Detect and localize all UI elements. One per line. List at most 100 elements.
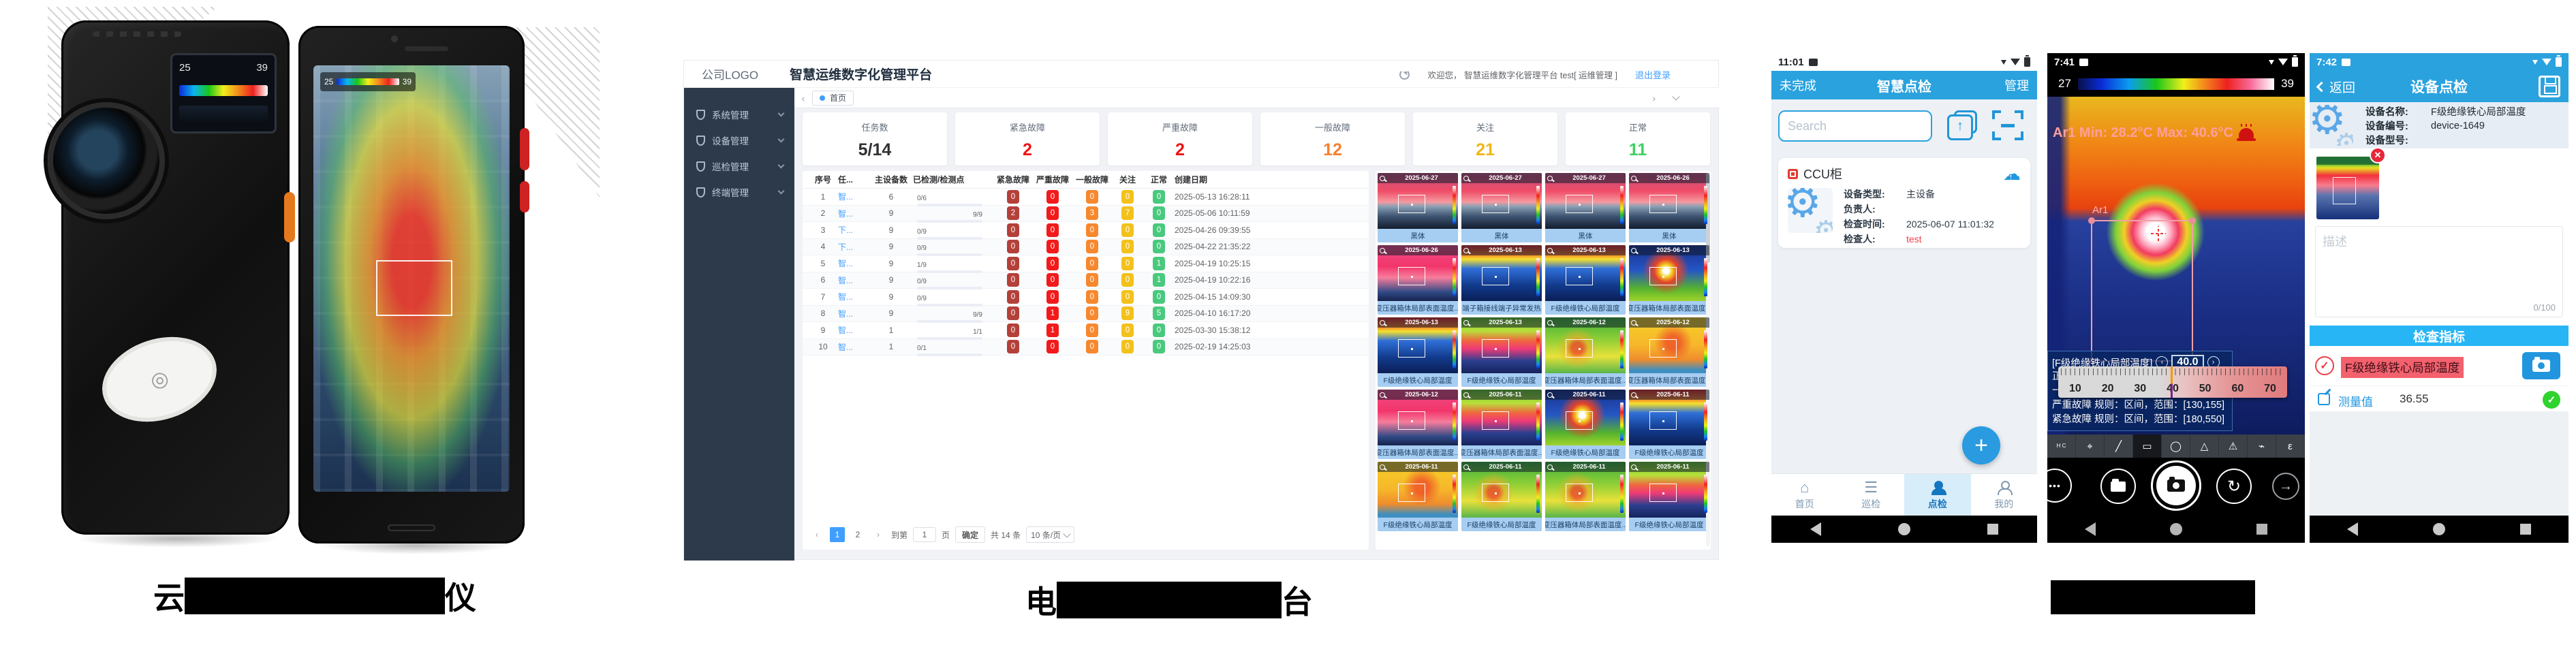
table-row[interactable]: 3 下... 9 0/9 0 0 0 0 0 2025-04-26 09:39:55	[803, 222, 1369, 240]
thermal-thumbnail[interactable]: 2025-06-13 F级绝缘铁心局部温度	[1545, 245, 1626, 315]
task-link[interactable]: 智...	[838, 275, 854, 285]
thermal-photo-thumbnail[interactable]	[2316, 157, 2379, 219]
edit-icon[interactable]	[2318, 393, 2330, 405]
line-tool[interactable]: ╱	[2105, 435, 2133, 458]
thermal-thumbnail[interactable]: 2025-06-27 黑体	[1545, 173, 1626, 242]
task-link[interactable]: 智...	[838, 309, 854, 319]
thermal-thumbnail[interactable]: 2025-06-12 变压器箱体局部表面温度...	[1378, 390, 1458, 459]
confirm-button[interactable]: 确定	[955, 526, 986, 543]
tab-我的[interactable]: 我的	[1971, 474, 2038, 516]
thermal-thumbnail[interactable]: 2025-06-11 F级绝缘铁心局部温度	[1461, 462, 1542, 531]
thermal-thumbnail[interactable]: 2025-06-12 变压器箱体局部表面温度...	[1629, 317, 1709, 387]
android-home-button[interactable]	[1860, 523, 1949, 535]
task-link[interactable]: 智...	[838, 292, 854, 302]
alarm[interactable]: ⚠	[2219, 435, 2248, 458]
emissivity[interactable]: ε	[2276, 435, 2305, 458]
thermal-thumbnail[interactable]: 2025-06-11 F级绝缘铁心局部温度	[1629, 462, 1709, 531]
sidebar-item[interactable]: 终端管理	[684, 179, 794, 205]
upload-icon[interactable]	[1946, 109, 1978, 142]
page-button[interactable]: 2	[855, 530, 860, 539]
next-button[interactable]: →	[2272, 473, 2299, 500]
task-link[interactable]: 智...	[838, 192, 854, 202]
flashlight[interactable]: ⌁	[2248, 435, 2276, 458]
back-button[interactable]: 返回	[2316, 78, 2355, 96]
scrollbar-thumb[interactable]	[1706, 174, 1710, 263]
task-link[interactable]: 下...	[838, 225, 854, 236]
table-row[interactable]: 4 下... 9 0/9 0 0 0 0 0 2025-04-22 21:35:22	[803, 238, 1369, 257]
task-link[interactable]: 智...	[838, 208, 854, 219]
table-row[interactable]: 1 智... 6 0/6 0 0 0 0 0 2025-05-13 16:28:11	[803, 189, 1369, 206]
thermal-thumbnail[interactable]: 2025-06-13 F级绝缘铁心局部温度	[1461, 317, 1542, 387]
thermal-live-view[interactable]: Ar1 Min: 28.2°C Max: 40.6°C Ar1 [F级绝缘铁心局…	[2047, 97, 2305, 435]
rectangle-tool[interactable]: ▭	[2133, 435, 2162, 458]
sidebar-item[interactable]: 巡检管理	[684, 153, 794, 179]
table-row[interactable]: 8 智... 9 9/9 0 1 0 9 5 2025-04-10 16:17:20	[803, 305, 1369, 324]
delete-photo-icon[interactable]: ✕	[2370, 147, 2386, 163]
thermal-thumbnail[interactable]: 2025-06-12 变压器箱体局部表面温度...	[1545, 317, 1626, 387]
more-button[interactable]: •••	[2047, 469, 2072, 503]
save-icon[interactable]	[2539, 76, 2560, 97]
thermal-thumbnail[interactable]: 2025-06-11 变压器箱体局部表面温度...	[1545, 462, 1626, 531]
sidebar-item[interactable]: 系统管理	[684, 101, 794, 127]
take-photo-button[interactable]	[2522, 352, 2560, 379]
task-link[interactable]: 智...	[838, 326, 854, 336]
add-button[interactable]: +	[1962, 426, 2000, 464]
refresh-icon[interactable]	[1399, 69, 1410, 80]
sidebar-item[interactable]: 设备管理	[684, 127, 794, 153]
android-home-button[interactable]	[2396, 523, 2483, 535]
table-row[interactable]: 7 智... 9 0/9 0 0 0 0 0 2025-04-15 14:09:30	[803, 289, 1369, 306]
android-recents-button[interactable]	[2482, 524, 2569, 535]
thermal-thumbnail[interactable]: 2025-06-11 F级绝缘铁心局部温度	[1378, 462, 1458, 531]
table-row[interactable]: 6 智... 9 0/9 0 0 0 0 1 2025-04-19 10:22:16	[803, 272, 1369, 290]
shutter-button[interactable]	[2151, 460, 2201, 511]
task-link[interactable]: 智...	[838, 342, 854, 352]
page-button[interactable]: 1	[830, 527, 845, 542]
android-back-button[interactable]	[2310, 522, 2396, 536]
thermal-thumbnail[interactable]: 2025-06-27 黑体	[1378, 173, 1458, 242]
android-back-button[interactable]	[1771, 522, 1860, 536]
android-recents-button[interactable]	[2219, 524, 2305, 535]
thermal-thumbnail[interactable]: 2025-06-11 F级绝缘铁心局部温度	[1545, 390, 1626, 459]
table-row[interactable]: 2 智... 9 9/9 2 0 3 7 0 2025-05-06 10:11:59	[803, 205, 1369, 223]
thermal-thumbnail[interactable]: 2025-06-26 黑体	[1629, 173, 1709, 242]
scrollbar[interactable]	[1706, 173, 1710, 546]
filter-uncompleted-button[interactable]: 未完成	[1780, 79, 1816, 93]
page-jump-input[interactable]	[913, 527, 937, 542]
android-home-button[interactable]	[2133, 523, 2219, 535]
spot-meter[interactable]: ⌖	[2076, 435, 2105, 458]
logout-link[interactable]: 退出登录	[1634, 69, 1671, 80]
table-row[interactable]: 5 智... 9 1/9 0 0 0 0 1 2025-04-19 10:25:15	[803, 255, 1369, 273]
triangle-tool[interactable]: △	[2190, 435, 2219, 458]
android-recents-button[interactable]	[1949, 524, 2037, 535]
page-size-select[interactable]: 10 条/页	[1026, 526, 1075, 543]
tab-scroll-right-icon[interactable]: ›	[1652, 92, 1656, 104]
roi-handle[interactable]	[2189, 217, 2196, 224]
next-page-button[interactable]: ›	[877, 530, 880, 539]
threshold-ruler-slider[interactable]: 10 20 30 40 50 60 70	[2058, 366, 2287, 398]
tab-menu-icon[interactable]	[1672, 92, 1680, 101]
tab-home[interactable]: 首页	[812, 90, 854, 106]
thermal-thumbnail[interactable]: 2025-06-11 变压器箱体局部表面温度...	[1461, 390, 1542, 459]
task-link[interactable]: 智...	[838, 259, 854, 269]
measure-rectangle[interactable]	[2088, 217, 2196, 364]
ellipse-tool[interactable]: ◯	[2162, 435, 2190, 458]
table-row[interactable]: 9 智... 1 1/1 0 1 0 0 0 2025-03-30 15:38:12	[803, 322, 1369, 340]
thermal-thumbnail[interactable]: 2025-06-27 黑体	[1461, 173, 1542, 242]
roi-handle[interactable]	[2088, 217, 2095, 224]
tab-巡检[interactable]: ☰ 巡检	[1838, 474, 1905, 516]
gallery-folder-button[interactable]	[2100, 469, 2136, 504]
minmax-marker[interactable]: H C	[2047, 435, 2076, 458]
scan-icon[interactable]	[1992, 110, 2023, 140]
prev-page-button[interactable]: ‹	[816, 530, 818, 539]
tab-点检[interactable]: 点检	[1904, 474, 1971, 516]
description-textarea[interactable]: 描述 0/100	[2315, 226, 2563, 317]
thermal-thumbnail[interactable]: 2025-06-11 F级绝缘铁心局部温度	[1629, 390, 1709, 459]
ruler-marker[interactable]	[2170, 366, 2173, 398]
thermal-thumbnail[interactable]: 2025-06-13 变压器箱体局部表面温度...	[1629, 245, 1709, 315]
task-link[interactable]: 下...	[838, 242, 854, 252]
table-row[interactable]: 10 智... 1 0/1 0 0 0 0 0 2025-02-19 14:25:03	[803, 338, 1369, 357]
switch-mode-button[interactable]: ↻	[2216, 469, 2252, 504]
thermal-thumbnail[interactable]: 2025-06-13 F级绝缘铁心局部温度	[1378, 317, 1458, 387]
thermal-thumbnail[interactable]: 2025-06-13 端子箱接线端子异常发热	[1461, 245, 1542, 315]
